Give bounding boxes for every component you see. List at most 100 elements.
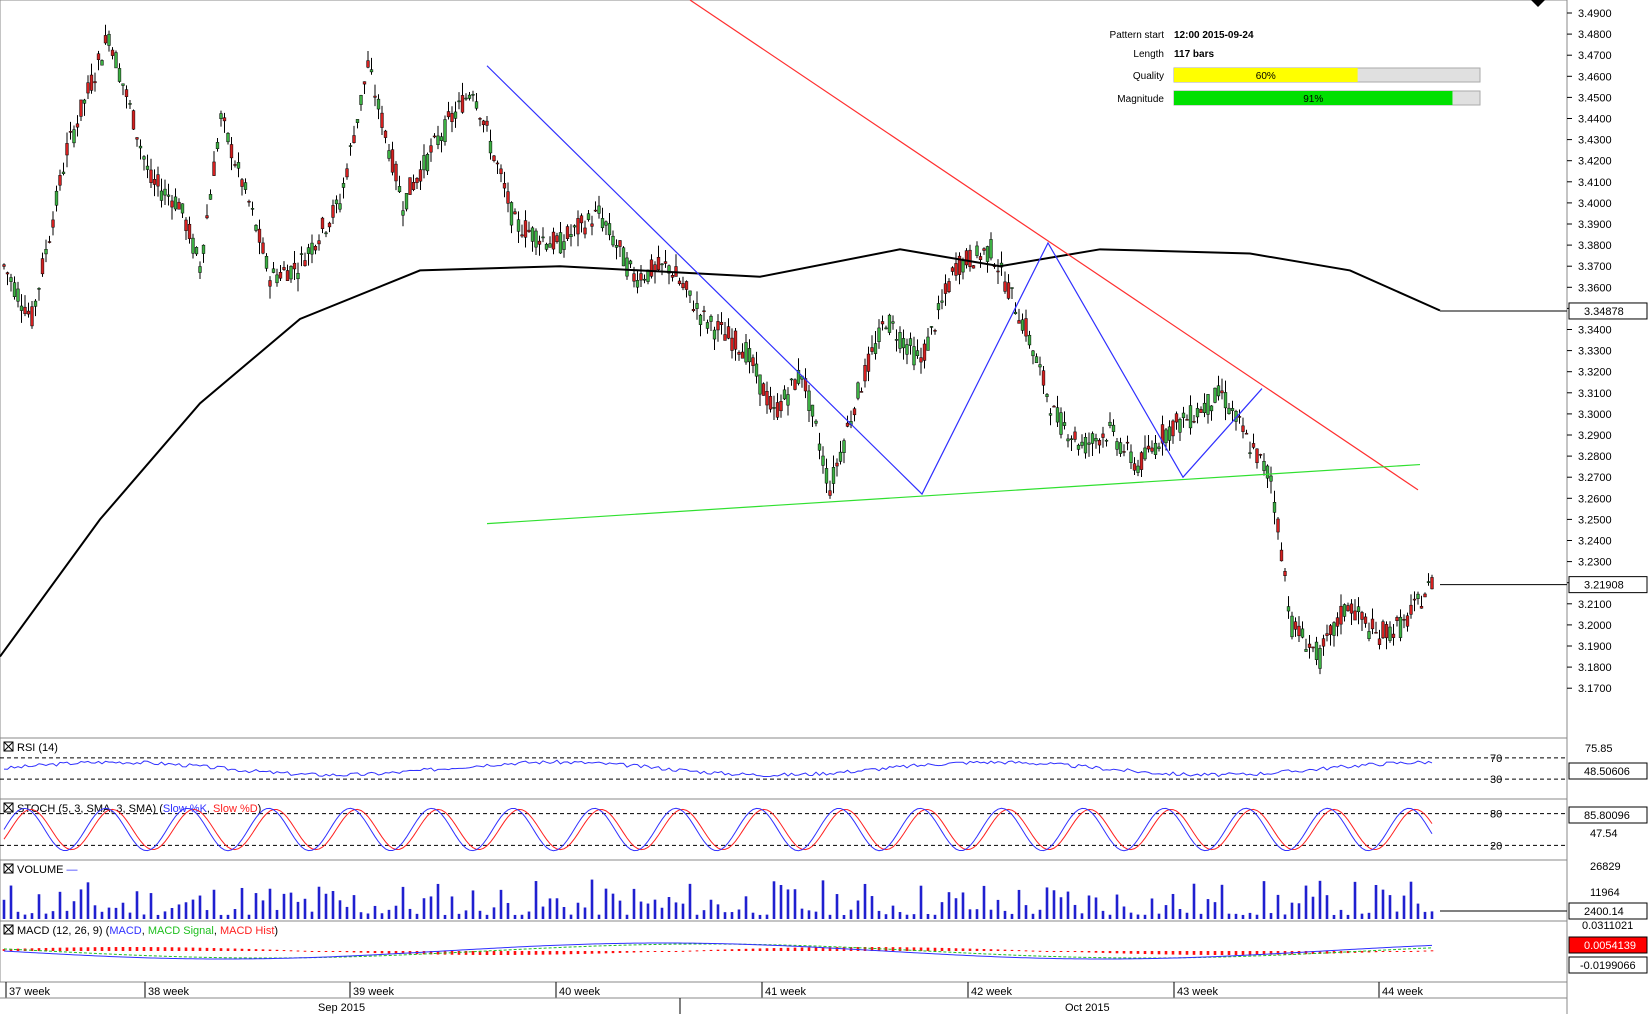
candle-body: [1083, 437, 1088, 454]
candle-body: [177, 201, 181, 210]
macd-hist-bar: [303, 950, 307, 952]
stoch-panel[interactable]: [0, 798, 1568, 861]
candle-body: [506, 191, 510, 204]
stoch-last-box-text: 85.80096: [1584, 810, 1630, 822]
candle-body: [1419, 606, 1424, 609]
macd-hist-bar: [751, 948, 755, 951]
candle-body: [1328, 625, 1333, 635]
volume-bar: [702, 910, 706, 919]
price-axis: 3.4900 3.4800 3.4700 3.4600 3.4500 3.4400 3.43…: [1567, 8, 1612, 695]
volume-bar: [1122, 906, 1126, 919]
candle-body: [744, 342, 748, 363]
volume-bar: [1290, 902, 1294, 919]
candle-body: [611, 235, 615, 246]
volume-bar: [1115, 894, 1119, 919]
macd-hist-bar: [800, 947, 804, 951]
macd-hist-bar: [1388, 951, 1392, 952]
macd-hist-bar: [1052, 951, 1056, 952]
candle-body: [324, 232, 328, 235]
macd-hist-bar: [394, 951, 398, 954]
candle-body: [796, 369, 801, 384]
candle-body: [908, 338, 913, 346]
volume-bar: [1388, 895, 1392, 919]
candle-body: [1297, 625, 1301, 637]
volume-bar: [331, 891, 335, 919]
macd-hist-bar: [744, 948, 748, 951]
macd-hist-bar: [1325, 951, 1329, 954]
volume-bar: [79, 889, 83, 919]
candle-body: [1097, 439, 1102, 446]
macd-hist-bar: [625, 951, 629, 953]
candle-body: [660, 263, 664, 266]
volume-bar: [163, 911, 167, 919]
candle-body: [807, 390, 811, 411]
candle-body: [51, 219, 55, 228]
candle-body: [226, 132, 230, 143]
volume-bar: [1003, 910, 1007, 919]
macd-hist-bar: [1430, 950, 1434, 952]
last-price-box: [1568, 576, 1648, 594]
candle-body: [639, 273, 643, 281]
candle-body: [1367, 631, 1371, 639]
pattern-info-box: Pattern start 12:00 2015-09-24 Length 117 b…: [1110, 30, 1481, 106]
volume-bar: [1185, 912, 1189, 919]
candle-body: [642, 278, 647, 281]
volume-bar: [471, 890, 475, 919]
candle-body: [26, 310, 31, 315]
macd-hist-bar: [1101, 951, 1105, 953]
macd-hist-bar: [513, 951, 517, 955]
volume-bar: [1269, 913, 1273, 919]
candle-body: [670, 275, 675, 278]
price-tick-label: 3.2500: [1578, 514, 1612, 526]
volume-bar: [387, 909, 391, 919]
macd-hist-bar: [667, 951, 671, 952]
candle-body: [65, 143, 69, 156]
rsi-panel[interactable]: [0, 737, 1568, 800]
volume-bar: [1136, 914, 1140, 919]
candle-body: [1020, 319, 1025, 331]
volume-bar: [849, 909, 853, 919]
price-panel[interactable]: [0, 0, 1568, 739]
volume-bar: [814, 911, 818, 919]
candle-body: [761, 383, 766, 396]
candle-body: [635, 280, 640, 288]
rsi-indicator: RSI (14) 70 30 75.85 48.50606: [0, 741, 1648, 786]
macd-hist-bar: [660, 951, 664, 952]
macd-hist-bar: [828, 947, 832, 951]
candle-body: [1374, 632, 1378, 634]
price-tick-label: 3.4300: [1578, 135, 1612, 147]
macd-hist-bar: [1066, 951, 1070, 952]
volume-bar: [765, 914, 769, 919]
volume-bar: [884, 914, 888, 919]
candle-body: [149, 169, 153, 183]
candle-body: [950, 267, 955, 272]
scroll-marker-icon[interactable]: [1531, 0, 1545, 7]
macd-hist-bar: [772, 948, 776, 951]
candle-body: [1132, 463, 1137, 471]
candle-body: [912, 346, 916, 366]
macd-hist-bar: [1381, 951, 1385, 952]
macd-hist-bar: [380, 951, 384, 954]
candle-body: [684, 281, 689, 290]
candle-body: [733, 330, 738, 350]
candle-body: [1325, 633, 1329, 636]
candle-body: [1111, 424, 1116, 432]
candle-body: [975, 245, 979, 256]
volume-bar: [492, 907, 496, 919]
candle-body: [1013, 311, 1018, 315]
candle-body: [1265, 465, 1270, 479]
candle-body: [110, 49, 115, 56]
rsi-line: [3, 759, 1433, 778]
volume-bar: [51, 911, 55, 919]
candle-body: [516, 219, 521, 232]
candle-body: [1276, 518, 1280, 533]
volume-bar: [632, 888, 636, 919]
price-tick-label: 3.2100: [1578, 599, 1612, 611]
candle-body: [282, 267, 286, 270]
macd-hist-bar: [1248, 951, 1252, 955]
candle-body: [1283, 571, 1287, 576]
candle-body: [1237, 416, 1242, 418]
macd-tick: 0.0311021: [1582, 920, 1633, 932]
candle-body: [527, 229, 531, 232]
